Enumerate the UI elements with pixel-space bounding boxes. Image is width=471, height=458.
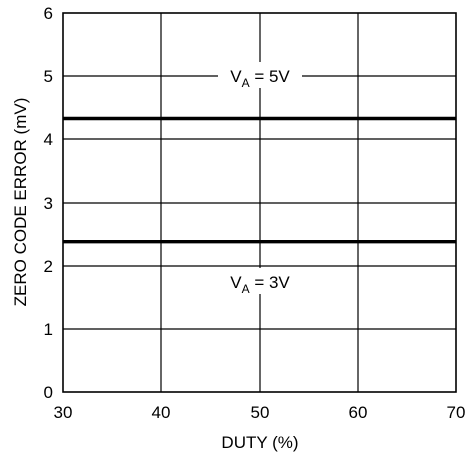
y-axis-title: ZERO CODE ERROR (mV) bbox=[11, 98, 30, 307]
annotation-bg-3v bbox=[218, 268, 302, 294]
plot-frame bbox=[62, 12, 457, 393]
annotation-bg-group bbox=[218, 62, 302, 294]
x-tick-labels: 30 40 50 60 70 bbox=[54, 403, 466, 422]
annotation-rest: = 3V bbox=[250, 273, 291, 292]
annotation-main: V bbox=[230, 67, 242, 86]
annotation-va-5v: VA = 5V bbox=[230, 67, 290, 90]
x-tick-label: 40 bbox=[152, 403, 171, 422]
annotation-sub: A bbox=[242, 76, 250, 90]
y-tick-label: 0 bbox=[44, 383, 53, 402]
x-tick-label: 50 bbox=[251, 403, 270, 422]
y-tick-label: 4 bbox=[44, 130, 53, 149]
y-tick-label: 1 bbox=[44, 320, 53, 339]
series-group bbox=[63, 116, 456, 244]
y-tick-label: 6 bbox=[44, 4, 53, 23]
y-tick-label: 2 bbox=[44, 257, 53, 276]
annotation-bg-5v bbox=[218, 62, 302, 88]
annotation-main: V bbox=[230, 273, 242, 292]
x-tick-label: 60 bbox=[349, 403, 368, 422]
x-tick-label: 30 bbox=[54, 403, 73, 422]
x-axis-title: DUTY (%) bbox=[221, 433, 298, 452]
y-tick-labels: 0 1 2 3 4 5 6 bbox=[44, 4, 53, 402]
annotation-va-3v: VA = 3V bbox=[230, 273, 290, 296]
y-tick-label: 5 bbox=[44, 67, 53, 86]
annotation-rest: = 5V bbox=[250, 67, 291, 86]
y-tick-label: 3 bbox=[44, 194, 53, 213]
annotation-sub: A bbox=[242, 282, 250, 296]
x-tick-label: 70 bbox=[447, 403, 466, 422]
